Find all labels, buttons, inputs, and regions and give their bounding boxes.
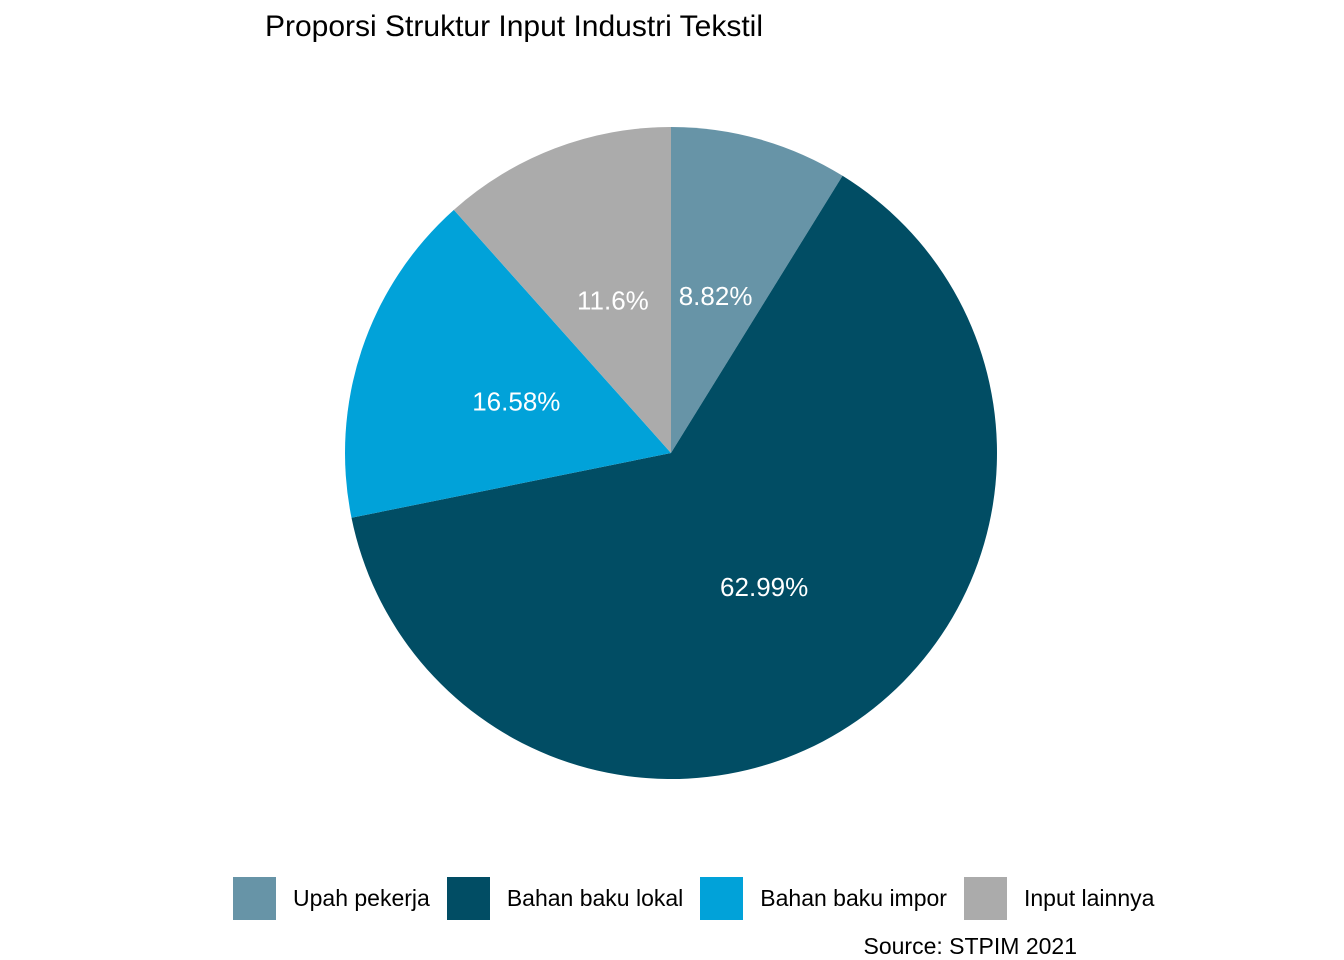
- legend-item-input-lainnya: Input lainnya: [963, 877, 1155, 920]
- pie-slice-bahan-baku-lokal: [351, 175, 997, 780]
- legend-swatch: [700, 877, 744, 920]
- legend-swatch: [963, 877, 1007, 920]
- legend: Upah pekerja Bahan baku lokal Bahan baku…: [233, 877, 1171, 920]
- legend-item-bahan-baku-lokal: Bahan baku lokal: [446, 877, 684, 920]
- legend-item-upah-pekerja: Upah pekerja: [233, 877, 430, 920]
- pie-slice-input-lainnya: [453, 127, 671, 453]
- pie-slice-upah-pekerja: [671, 127, 843, 453]
- slice-value-label: 16.58%: [472, 387, 560, 417]
- legend-swatch: [233, 877, 276, 920]
- chart-title: Proporsi Struktur Input Industri Tekstil: [265, 10, 763, 43]
- pie-slices: [345, 127, 997, 780]
- legend-label: Bahan baku lokal: [506, 885, 684, 911]
- legend-label: Upah pekerja: [293, 885, 430, 911]
- slice-value-label: 8.82%: [679, 281, 753, 311]
- legend-swatch: [446, 877, 490, 920]
- legend-label: Input lainnya: [1023, 885, 1155, 911]
- pie-slice-bahan-baku-impor: [345, 209, 671, 518]
- slice-value-label: 62.99%: [720, 572, 808, 602]
- pie-labels: 8.82% 62.99% 16.58% 11.6%: [472, 281, 808, 602]
- source-caption: Source: STPIM 2021: [863, 933, 1078, 959]
- slice-value-label: 11.6%: [577, 286, 649, 316]
- legend-item-bahan-baku-impor: Bahan baku impor: [700, 877, 947, 920]
- legend-label: Bahan baku impor: [760, 885, 947, 911]
